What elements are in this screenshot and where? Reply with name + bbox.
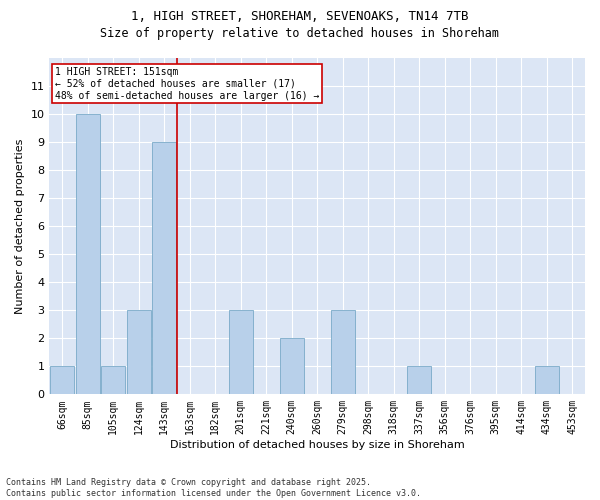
Bar xyxy=(76,114,100,394)
Bar xyxy=(407,366,431,394)
Text: 1 HIGH STREET: 151sqm
← 52% of detached houses are smaller (17)
48% of semi-deta: 1 HIGH STREET: 151sqm ← 52% of detached … xyxy=(55,68,319,100)
X-axis label: Distribution of detached houses by size in Shoreham: Distribution of detached houses by size … xyxy=(170,440,464,450)
Text: Contains HM Land Registry data © Crown copyright and database right 2025.
Contai: Contains HM Land Registry data © Crown c… xyxy=(6,478,421,498)
Bar xyxy=(331,310,355,394)
Bar xyxy=(229,310,253,394)
Bar xyxy=(152,142,176,394)
Bar xyxy=(280,338,304,394)
Bar xyxy=(127,310,151,394)
Bar xyxy=(535,366,559,394)
Bar xyxy=(101,366,125,394)
Y-axis label: Number of detached properties: Number of detached properties xyxy=(15,138,25,314)
Bar xyxy=(50,366,74,394)
Text: Size of property relative to detached houses in Shoreham: Size of property relative to detached ho… xyxy=(101,28,499,40)
Text: 1, HIGH STREET, SHOREHAM, SEVENOAKS, TN14 7TB: 1, HIGH STREET, SHOREHAM, SEVENOAKS, TN1… xyxy=(131,10,469,23)
